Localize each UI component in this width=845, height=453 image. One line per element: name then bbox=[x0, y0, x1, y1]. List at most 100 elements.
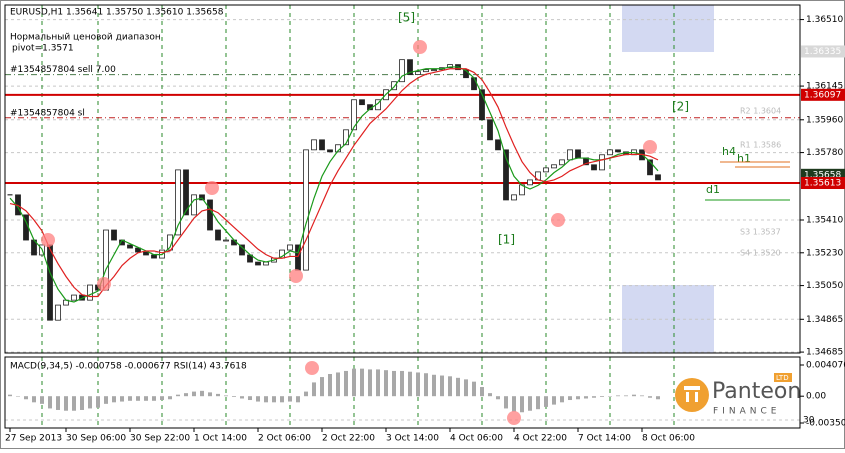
macd-bar bbox=[144, 396, 148, 401]
logo-icon bbox=[686, 392, 689, 402]
candle bbox=[295, 244, 301, 271]
candle bbox=[415, 71, 421, 75]
candle bbox=[407, 59, 413, 76]
macd-bar bbox=[440, 375, 444, 397]
macd-bar bbox=[256, 396, 260, 402]
macd-bar bbox=[336, 372, 340, 397]
y-tick-label: 1.34685 bbox=[806, 348, 843, 358]
y-tick-label: 1.36145 bbox=[806, 82, 843, 92]
macd-bar bbox=[624, 395, 628, 397]
candle bbox=[207, 199, 213, 231]
macd-bar bbox=[472, 381, 476, 397]
macd-tick-label: 0.004076 bbox=[806, 361, 845, 371]
macd-bar bbox=[240, 396, 244, 399]
pivot-label: R2 1.3604 bbox=[740, 107, 781, 116]
y-tick-label: 1.35960 bbox=[806, 115, 843, 125]
candle bbox=[287, 244, 293, 251]
macd-bar bbox=[608, 396, 612, 397]
candle bbox=[615, 149, 621, 153]
y-tick-label: 1.34865 bbox=[806, 315, 843, 325]
logo-text: FINANCE bbox=[713, 407, 780, 417]
macd-bar bbox=[200, 390, 204, 397]
macd-bar bbox=[296, 396, 300, 403]
candle bbox=[487, 119, 493, 141]
macd-bar bbox=[136, 396, 140, 401]
x-tick-label: 4 Oct 22:00 bbox=[514, 434, 567, 444]
macd-bar bbox=[176, 394, 180, 397]
candle bbox=[431, 69, 437, 72]
candle bbox=[359, 99, 365, 106]
macd-bar bbox=[192, 391, 196, 397]
macd-bar bbox=[520, 396, 524, 413]
macd-bar bbox=[152, 396, 156, 401]
macd-bar bbox=[64, 396, 68, 411]
macd-bar bbox=[504, 396, 508, 409]
macd-bar bbox=[328, 374, 332, 397]
macd-bar bbox=[368, 369, 372, 397]
macd-bar bbox=[48, 396, 52, 409]
axes: 1.36510 1.36145 1.35960 1.35780 1.35410 1.352… bbox=[5, 15, 845, 444]
macd-bar bbox=[496, 396, 500, 400]
price-box-label: 1.36097 bbox=[804, 90, 841, 100]
macd-bar bbox=[600, 396, 604, 397]
macd-bar bbox=[408, 371, 412, 397]
macd-bar bbox=[592, 396, 596, 398]
candle bbox=[303, 149, 309, 271]
macd-bar bbox=[80, 396, 84, 410]
candle bbox=[503, 149, 509, 201]
wave-label: [1] bbox=[498, 233, 515, 247]
macd-bar bbox=[320, 377, 324, 397]
fractal-markers bbox=[41, 40, 657, 425]
y-tick-label: 1.36510 bbox=[806, 15, 843, 25]
macd-bar bbox=[312, 382, 316, 397]
candle bbox=[391, 81, 397, 91]
x-tick-label: 8 Oct 06:00 bbox=[642, 434, 695, 444]
macd-bar bbox=[72, 396, 76, 411]
y-tick-label: 1.35050 bbox=[806, 281, 843, 291]
macd-bar bbox=[384, 370, 388, 397]
macd-bar bbox=[168, 396, 172, 400]
candle bbox=[175, 169, 181, 236]
x-tick-label: 4 Oct 06:00 bbox=[450, 434, 503, 444]
macd-bar bbox=[656, 396, 660, 400]
macd-bar bbox=[304, 391, 308, 397]
macd-bar bbox=[352, 368, 356, 397]
logo-icon bbox=[684, 386, 700, 390]
note: pivot=1.3571 bbox=[12, 44, 74, 54]
macd-bar bbox=[552, 396, 556, 405]
pivot-label: S3 1.3537 bbox=[740, 228, 781, 237]
macd-bar bbox=[264, 396, 268, 403]
macd-bar bbox=[544, 396, 548, 407]
plot: #1354857804 sell 7.00 #1354857804 sl bbox=[5, 59, 800, 413]
candle bbox=[599, 154, 605, 171]
macd-bar bbox=[424, 373, 428, 397]
macd-bar bbox=[536, 396, 540, 410]
candle bbox=[447, 64, 453, 69]
moving-average bbox=[9, 66, 659, 303]
macd-bar bbox=[360, 368, 364, 397]
order-label: #1354857804 sl bbox=[10, 108, 85, 118]
price-panel bbox=[4, 4, 801, 354]
candle bbox=[543, 167, 549, 173]
macd-bar bbox=[512, 396, 516, 412]
x-tick-label: 1 Oct 14:00 bbox=[194, 434, 247, 444]
candle bbox=[607, 149, 613, 156]
candle bbox=[399, 59, 405, 83]
macd-bar bbox=[400, 370, 404, 397]
macd-bar bbox=[416, 372, 420, 397]
candle bbox=[87, 284, 93, 301]
macd-bar bbox=[248, 396, 252, 401]
candle bbox=[263, 261, 269, 266]
macd-bar bbox=[392, 370, 396, 397]
y-tick-label: 1.35410 bbox=[806, 215, 843, 225]
price-box-label: 1.35613 bbox=[804, 179, 841, 189]
macd-bar bbox=[56, 396, 60, 410]
macd-bar bbox=[96, 396, 100, 408]
candle bbox=[319, 139, 325, 151]
logo-icon bbox=[675, 378, 709, 412]
candle bbox=[471, 77, 477, 91]
candle bbox=[351, 99, 357, 131]
macd-bar bbox=[584, 396, 588, 399]
macd-bar bbox=[232, 396, 236, 397]
